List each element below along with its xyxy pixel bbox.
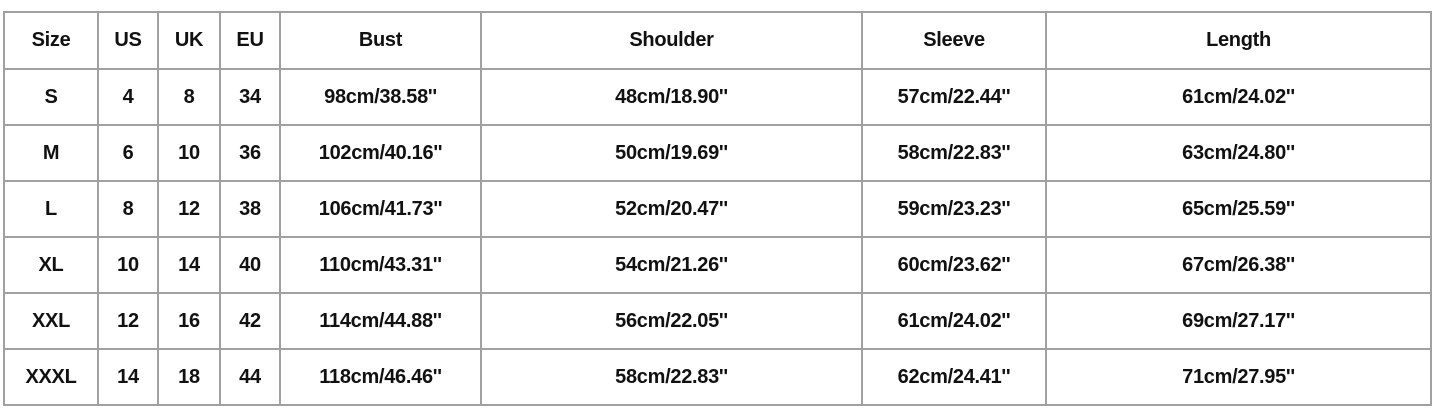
cell-size: XXL — [3, 292, 99, 350]
cell-eu: 40 — [219, 236, 281, 294]
table-row: L 8 12 38 106cm/41.73'' 52cm/20.47'' 59cm/23.2… — [3, 180, 1432, 238]
cell-us: 4 — [97, 68, 159, 126]
cell-sleeve: 57cm/22.44'' — [861, 68, 1047, 126]
cell-us: 12 — [97, 292, 159, 350]
cell-bust: 110cm/43.31'' — [279, 236, 482, 294]
cell-sleeve: 60cm/23.62'' — [861, 236, 1047, 294]
table-row: XXXL 14 18 44 118cm/46.46'' 58cm/22.83'' 62cm/… — [3, 348, 1432, 406]
cell-us: 6 — [97, 124, 159, 182]
cell-eu: 38 — [219, 180, 281, 238]
cell-size: L — [3, 180, 99, 238]
cell-shoulder: 54cm/21.26'' — [480, 236, 863, 294]
column-header-size: Size — [3, 11, 99, 70]
column-header-bust: Bust — [279, 11, 482, 70]
cell-sleeve: 61cm/24.02'' — [861, 292, 1047, 350]
cell-length: 65cm/25.59'' — [1045, 180, 1432, 238]
table-row: S 4 8 34 98cm/38.58'' 48cm/18.90'' 57cm/22.44'… — [3, 68, 1432, 126]
cell-eu: 44 — [219, 348, 281, 406]
cell-length: 71cm/27.95'' — [1045, 348, 1432, 406]
cell-size: M — [3, 124, 99, 182]
cell-shoulder: 58cm/22.83'' — [480, 348, 863, 406]
cell-length: 67cm/26.38'' — [1045, 236, 1432, 294]
cell-shoulder: 52cm/20.47'' — [480, 180, 863, 238]
table-row: XXL 12 16 42 114cm/44.88'' 56cm/22.05'' 61cm/2… — [3, 292, 1432, 350]
cell-eu: 42 — [219, 292, 281, 350]
cell-bust: 106cm/41.73'' — [279, 180, 482, 238]
cell-us: 8 — [97, 180, 159, 238]
cell-sleeve: 59cm/23.23'' — [861, 180, 1047, 238]
cell-bust: 118cm/46.46'' — [279, 348, 482, 406]
cell-shoulder: 48cm/18.90'' — [480, 68, 863, 126]
column-header-uk: UK — [157, 11, 221, 70]
cell-uk: 12 — [157, 180, 221, 238]
cell-us: 10 — [97, 236, 159, 294]
cell-size: S — [3, 68, 99, 126]
size-chart-table: Size US UK EU Bust Shoulder Sleeve Length S 4 8 34… — [3, 11, 1432, 406]
cell-length: 61cm/24.02'' — [1045, 68, 1432, 126]
cell-uk: 14 — [157, 236, 221, 294]
cell-shoulder: 50cm/19.69'' — [480, 124, 863, 182]
cell-eu: 36 — [219, 124, 281, 182]
cell-shoulder: 56cm/22.05'' — [480, 292, 863, 350]
table-row: M 6 10 36 102cm/40.16'' 50cm/19.69'' 58cm/22.8… — [3, 124, 1432, 182]
cell-size: XL — [3, 236, 99, 294]
cell-uk: 10 — [157, 124, 221, 182]
cell-sleeve: 58cm/22.83'' — [861, 124, 1047, 182]
cell-bust: 114cm/44.88'' — [279, 292, 482, 350]
cell-length: 69cm/27.17'' — [1045, 292, 1432, 350]
column-header-shoulder: Shoulder — [480, 11, 863, 70]
column-header-us: US — [97, 11, 159, 70]
cell-bust: 102cm/40.16'' — [279, 124, 482, 182]
column-header-length: Length — [1045, 11, 1432, 70]
column-header-sleeve: Sleeve — [861, 11, 1047, 70]
column-header-eu: EU — [219, 11, 281, 70]
table-row: XL 10 14 40 110cm/43.31'' 54cm/21.26'' 60cm/23… — [3, 236, 1432, 294]
cell-us: 14 — [97, 348, 159, 406]
cell-length: 63cm/24.80'' — [1045, 124, 1432, 182]
cell-sleeve: 62cm/24.41'' — [861, 348, 1047, 406]
cell-uk: 16 — [157, 292, 221, 350]
header-row: Size US UK EU Bust Shoulder Sleeve Length — [3, 11, 1432, 70]
cell-uk: 8 — [157, 68, 221, 126]
cell-uk: 18 — [157, 348, 221, 406]
cell-bust: 98cm/38.58'' — [279, 68, 482, 126]
cell-eu: 34 — [219, 68, 281, 126]
cell-size: XXXL — [3, 348, 99, 406]
